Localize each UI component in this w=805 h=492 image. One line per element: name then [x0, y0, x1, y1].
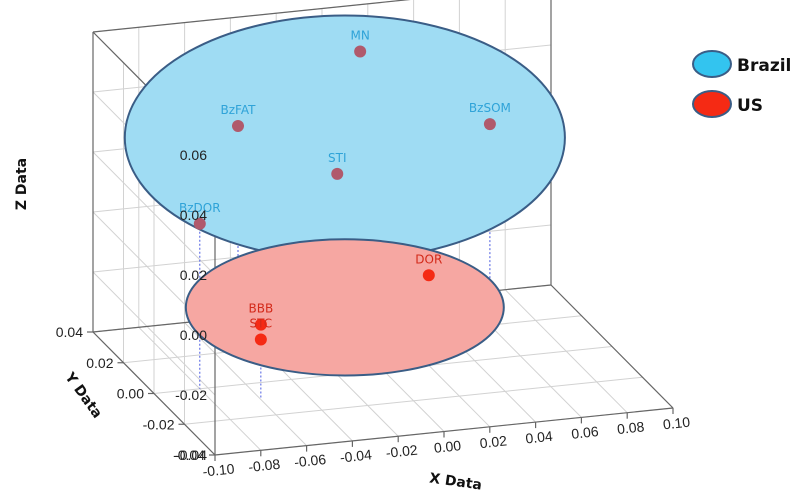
point-label: MN: [350, 29, 369, 43]
z-tick-label: 0.04: [180, 207, 207, 223]
legend-label-brazil: Brazil: [737, 56, 791, 76]
x-tick-label: 0.00: [433, 437, 462, 456]
frame-edge: [92, 0, 411, 33]
data-point: [331, 167, 344, 180]
x-tick-label: -0.10: [202, 460, 236, 479]
data-points: [193, 45, 496, 346]
legend-item-us[interactable]: US: [692, 90, 763, 118]
axes-frame: [92, 0, 674, 456]
point-label: BBB: [249, 302, 274, 316]
z-tick-label: 0.02: [180, 267, 207, 283]
legend-label-us: US: [737, 96, 763, 116]
data-point: [483, 118, 496, 131]
legend: Brazil US: [692, 50, 791, 118]
legend-swatch-us: [692, 90, 732, 118]
group-ellipse-brazil: [123, 14, 566, 261]
frame-edge: [550, 284, 674, 409]
tick-labels: -0.04-0.020.000.020.040.06-0.04-0.020.00…: [56, 147, 691, 480]
group-ellipses: [123, 14, 566, 377]
group-ellipse-us: [184, 238, 505, 377]
legend-item-brazil[interactable]: Brazil: [692, 50, 791, 78]
x-tick-label: 0.08: [616, 418, 645, 437]
z-tick-label: 0.06: [180, 147, 207, 163]
y-tick-label: 0.00: [117, 386, 144, 402]
grid-line: [92, 271, 216, 396]
x-tick-label: -0.06: [293, 451, 327, 470]
point-label: BzFAT: [221, 103, 257, 117]
data-point: [254, 318, 267, 331]
y-tick-label: -0.04: [173, 447, 205, 463]
legend-swatch-brazil: [692, 50, 732, 78]
y-tick-label: 0.02: [86, 355, 113, 371]
x-tick-label: 0.04: [525, 428, 554, 447]
point-label: STC: [250, 316, 273, 330]
x-tick-label: -0.04: [339, 446, 373, 465]
z-tick-label: -0.02: [175, 387, 207, 403]
data-point: [354, 45, 367, 58]
x-tick-label: 0.06: [570, 423, 599, 442]
grid-line: [92, 151, 216, 276]
x-tick-label: -0.02: [385, 442, 419, 461]
z-axis-title: Z Data: [14, 158, 30, 210]
y-tick-label: 0.04: [56, 324, 83, 340]
point-label: DOR: [415, 252, 442, 266]
x-tick-label: 0.02: [479, 432, 508, 451]
point-label: BzDOR: [179, 201, 221, 215]
data-point: [254, 333, 267, 346]
data-point: [232, 120, 244, 132]
grid-line: [184, 376, 643, 425]
y-axis-title: Y Data: [61, 369, 105, 421]
x-tick-label: -0.08: [248, 456, 282, 475]
data-point: [193, 217, 206, 230]
data-point: [422, 269, 435, 282]
point-label: STI: [328, 151, 347, 165]
x-axis-title: X Data: [428, 470, 483, 492]
point-label: BzSOM: [469, 101, 511, 115]
z-tick-label: -0.04: [175, 447, 207, 463]
z-tick-label: 0.00: [180, 327, 207, 343]
x-tick-label: 0.10: [662, 414, 691, 433]
y-tick-label: -0.02: [143, 416, 175, 432]
